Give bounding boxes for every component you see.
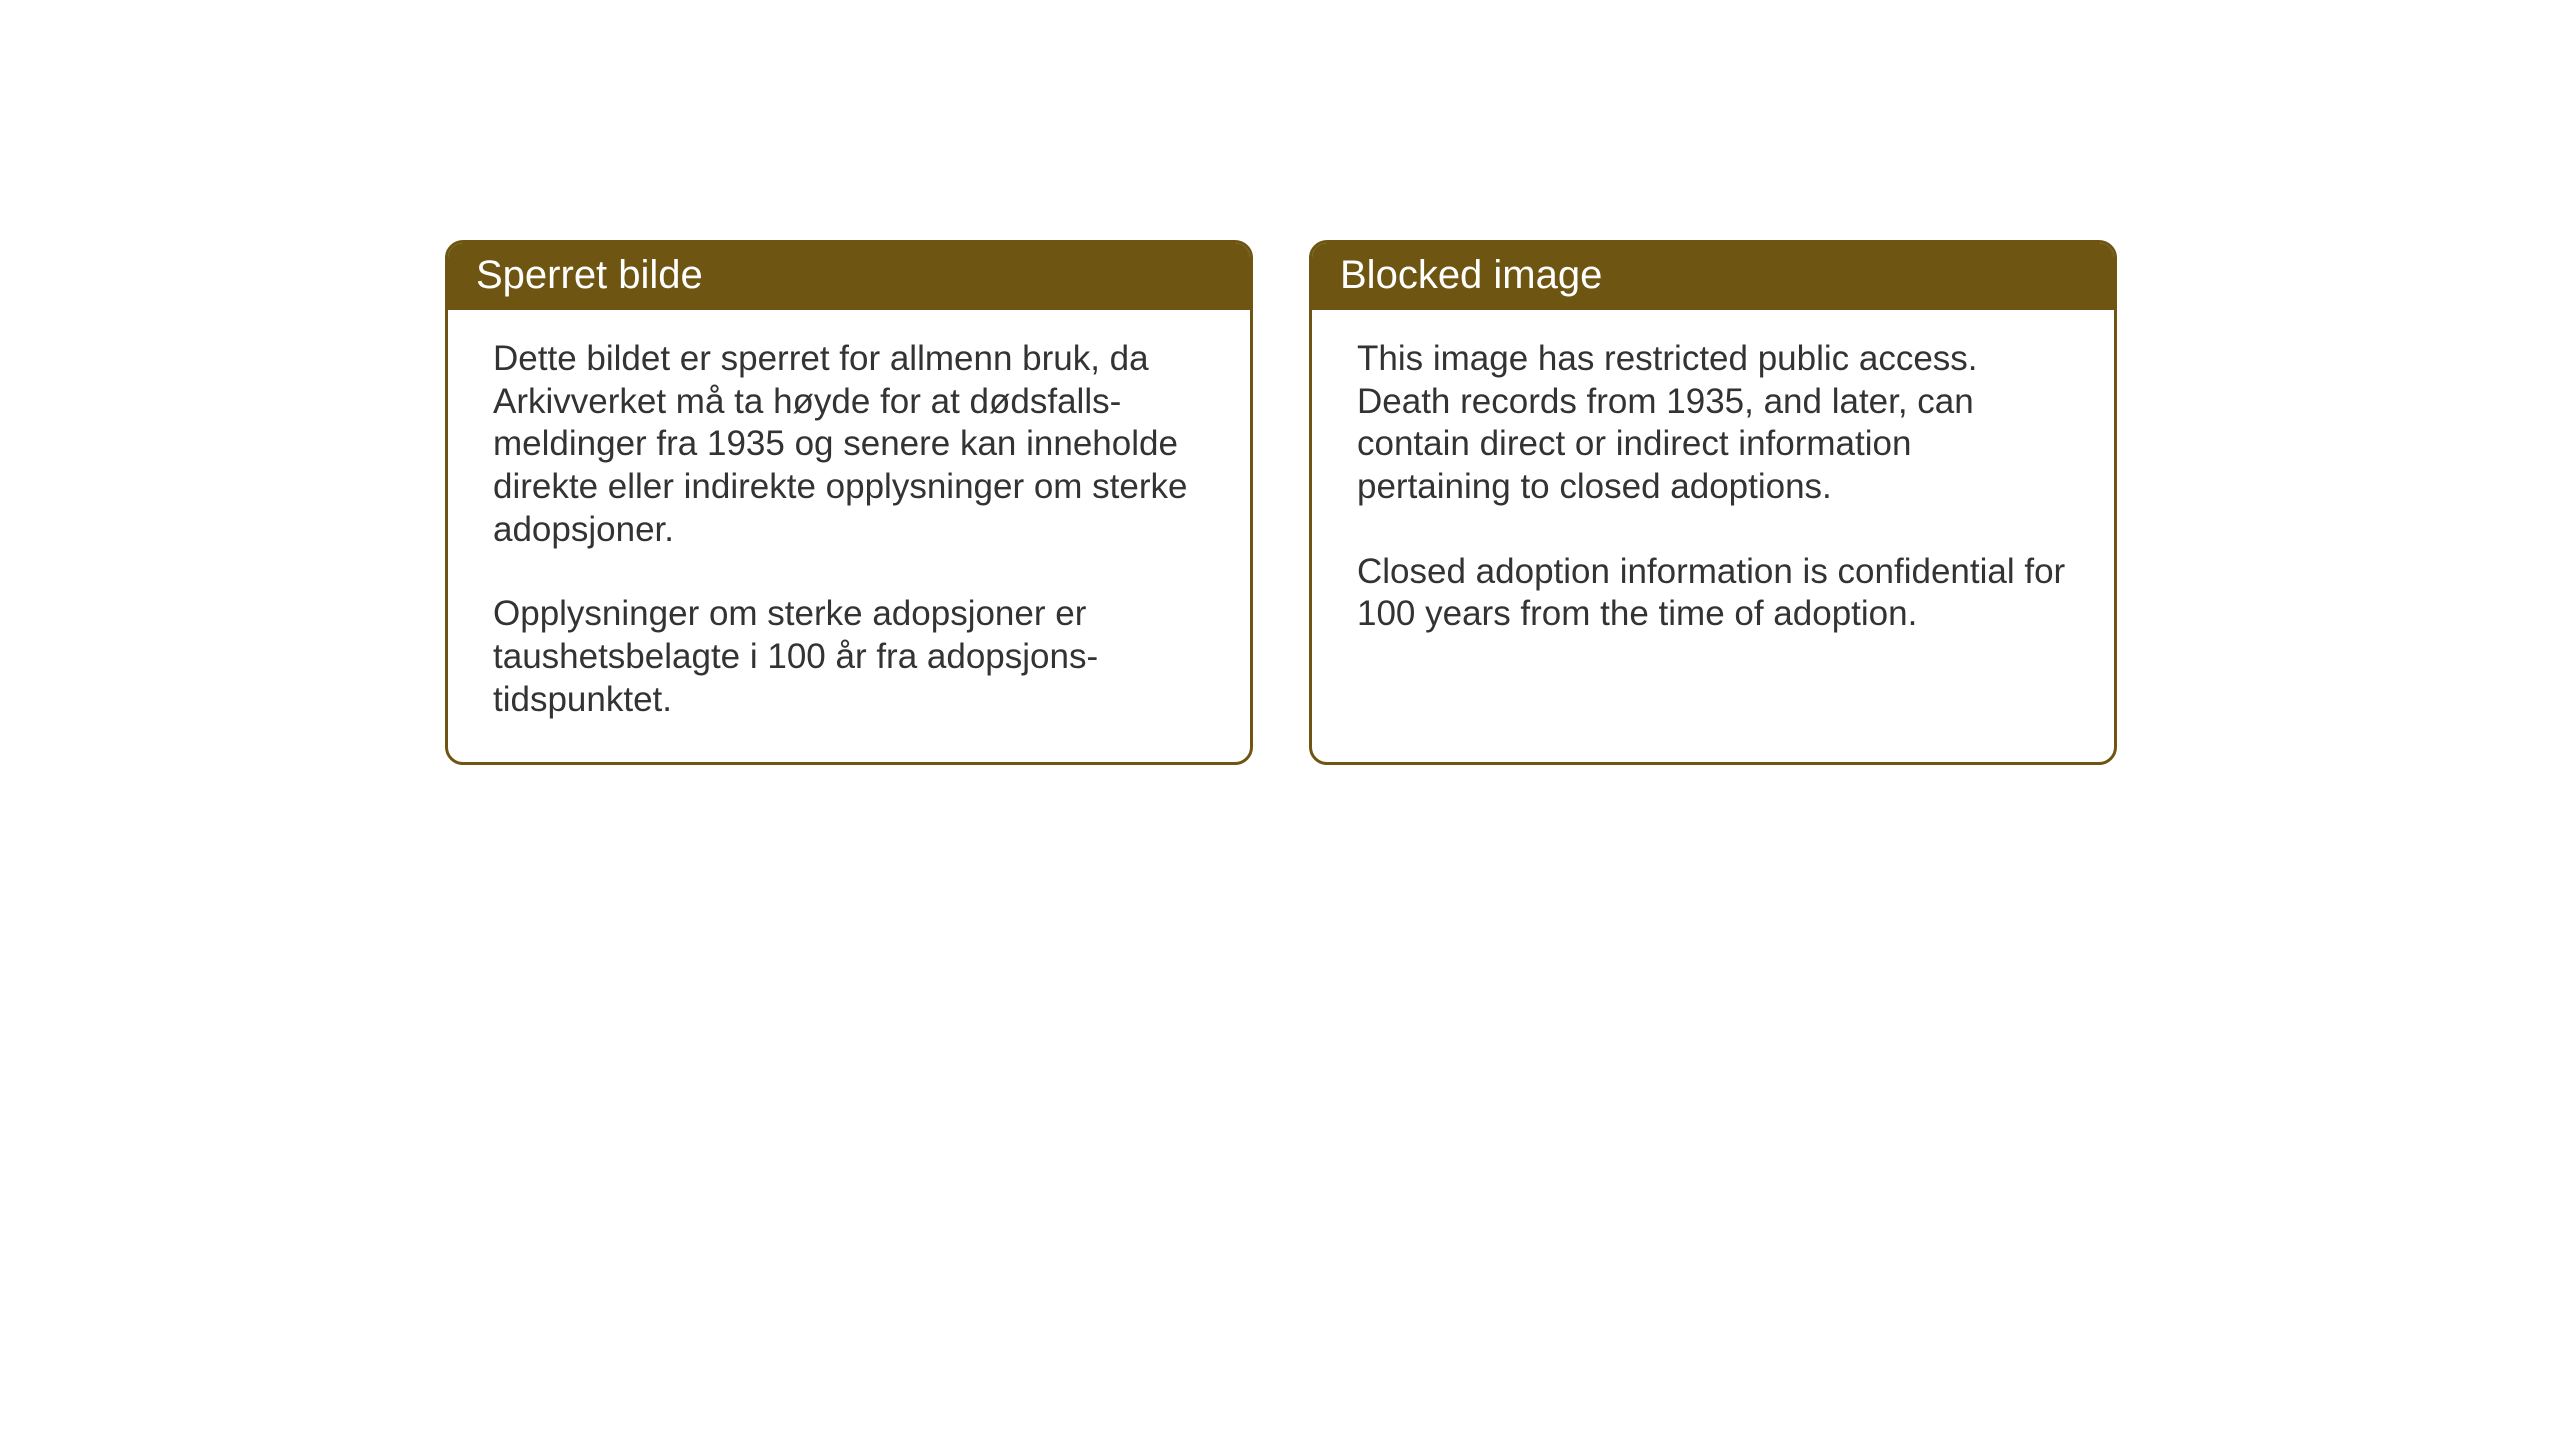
card-header-english: Blocked image xyxy=(1312,243,2114,310)
notice-paragraph-1-english: This image has restricted public access.… xyxy=(1357,338,2069,509)
card-header-norwegian: Sperret bilde xyxy=(448,243,1250,310)
card-body-english: This image has restricted public access.… xyxy=(1312,310,2114,676)
notice-card-english: Blocked image This image has restricted … xyxy=(1309,240,2117,765)
notice-container: Sperret bilde Dette bildet er sperret fo… xyxy=(445,240,2117,765)
notice-paragraph-2-english: Closed adoption information is confident… xyxy=(1357,551,2069,636)
card-body-norwegian: Dette bildet er sperret for allmenn bruk… xyxy=(448,310,1250,762)
notice-card-norwegian: Sperret bilde Dette bildet er sperret fo… xyxy=(445,240,1253,765)
notice-paragraph-2-norwegian: Opplysninger om sterke adopsjoner er tau… xyxy=(493,593,1205,721)
notice-paragraph-1-norwegian: Dette bildet er sperret for allmenn bruk… xyxy=(493,338,1205,551)
